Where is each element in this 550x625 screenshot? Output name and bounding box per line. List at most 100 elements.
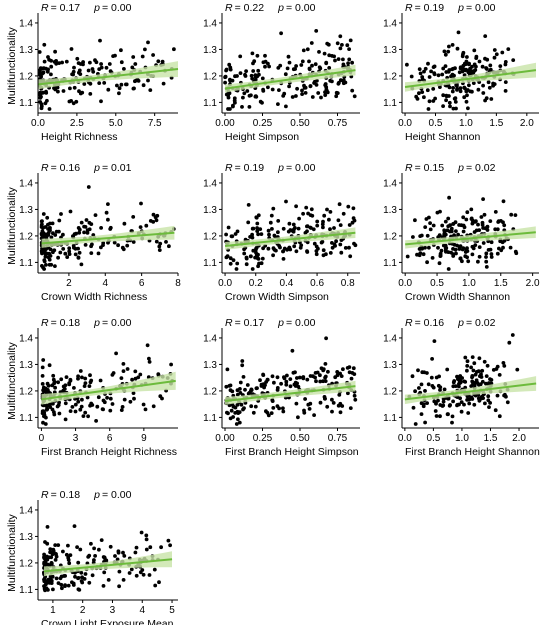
data-point [425, 371, 429, 375]
data-point [332, 226, 336, 230]
data-point [141, 83, 146, 88]
data-point [99, 538, 104, 542]
data-point [282, 375, 286, 380]
data-point [420, 370, 425, 375]
data-point [417, 67, 422, 71]
data-point [223, 80, 228, 85]
data-point [64, 59, 69, 64]
data-point [468, 396, 473, 401]
data-point [330, 245, 335, 250]
data-point [352, 94, 357, 99]
data-point [497, 414, 502, 419]
y-tick-label: 1.4 [19, 333, 33, 344]
data-point [488, 247, 493, 252]
x-tick-label: 1 [50, 605, 56, 616]
data-point [158, 241, 163, 246]
data-point [144, 223, 149, 228]
data-point [224, 384, 229, 389]
x-tick-label: 3 [110, 605, 116, 616]
data-point [255, 226, 259, 230]
data-point [93, 554, 97, 558]
x-tick-label: 1.0 [462, 278, 476, 289]
data-point [509, 212, 514, 217]
data-point [153, 583, 158, 588]
data-point [447, 100, 452, 105]
data-point [88, 373, 92, 378]
data-point [251, 248, 256, 253]
r-value: = 0.16 [415, 317, 445, 329]
p-value: = 0.02 [466, 317, 496, 329]
data-point [124, 82, 129, 87]
confidence-band [38, 61, 178, 90]
data-point [338, 78, 343, 83]
x-tick-label: 3 [73, 433, 79, 444]
data-point [471, 81, 476, 85]
data-point [474, 370, 479, 374]
data-point [338, 46, 343, 51]
data-point [238, 71, 243, 75]
data-point [63, 251, 68, 256]
data-point [40, 250, 44, 255]
y-tick-label: 1.4 [383, 18, 397, 29]
x-tick-label: 0.0 [398, 118, 412, 129]
data-point [40, 365, 45, 370]
data-point [43, 582, 48, 587]
data-point [151, 212, 156, 217]
data-point [253, 94, 258, 99]
data-point [341, 81, 346, 86]
data-point [320, 239, 325, 244]
data-point [63, 383, 68, 388]
data-point [325, 404, 330, 409]
x-tick-label: 4 [102, 278, 108, 289]
stat-annotation: R = 0.19 p = 0.00 [225, 162, 316, 174]
data-point [65, 255, 70, 259]
data-point [75, 545, 79, 549]
data-point [47, 107, 52, 111]
data-point [51, 401, 55, 406]
data-point [424, 217, 429, 221]
data-point [303, 397, 307, 401]
x-tick-label: 0.5 [430, 278, 444, 289]
data-point [45, 554, 49, 559]
data-point [415, 252, 419, 257]
data-point [100, 407, 105, 411]
data-point [495, 227, 500, 232]
data-point [284, 199, 288, 204]
data-point [71, 72, 75, 77]
y-tick-label: 1.1 [203, 258, 217, 269]
data-point [473, 68, 478, 72]
data-point [154, 218, 159, 223]
data-point [224, 232, 229, 237]
data-point [63, 417, 68, 422]
data-point [351, 366, 356, 371]
data-point [228, 67, 233, 72]
data-point [231, 104, 235, 109]
data-point [449, 229, 454, 234]
data-point [484, 251, 489, 256]
data-point [489, 252, 494, 256]
data-point [450, 43, 455, 47]
data-point [447, 195, 451, 200]
data-point [71, 581, 76, 586]
x-tick-label: 5.0 [109, 118, 123, 129]
y-axis-title: Multifunctionality [6, 341, 18, 419]
x-tick-label: 1.5 [484, 433, 498, 444]
data-point [501, 245, 505, 250]
data-point [502, 223, 507, 228]
data-point [156, 59, 161, 64]
data-point [493, 210, 498, 214]
y-tick-label: 1.4 [19, 18, 33, 29]
data-point [479, 396, 483, 401]
data-point [40, 246, 44, 251]
data-point [108, 544, 113, 549]
data-point [483, 401, 487, 406]
data-point [472, 383, 477, 388]
data-point [141, 402, 146, 407]
data-point [161, 81, 166, 86]
data-point [438, 414, 442, 419]
data-point [328, 251, 333, 255]
x-tick-label: 1.0 [459, 118, 473, 129]
y-tick-label: 1.1 [19, 258, 33, 269]
data-point [294, 401, 299, 406]
data-point [317, 65, 322, 70]
